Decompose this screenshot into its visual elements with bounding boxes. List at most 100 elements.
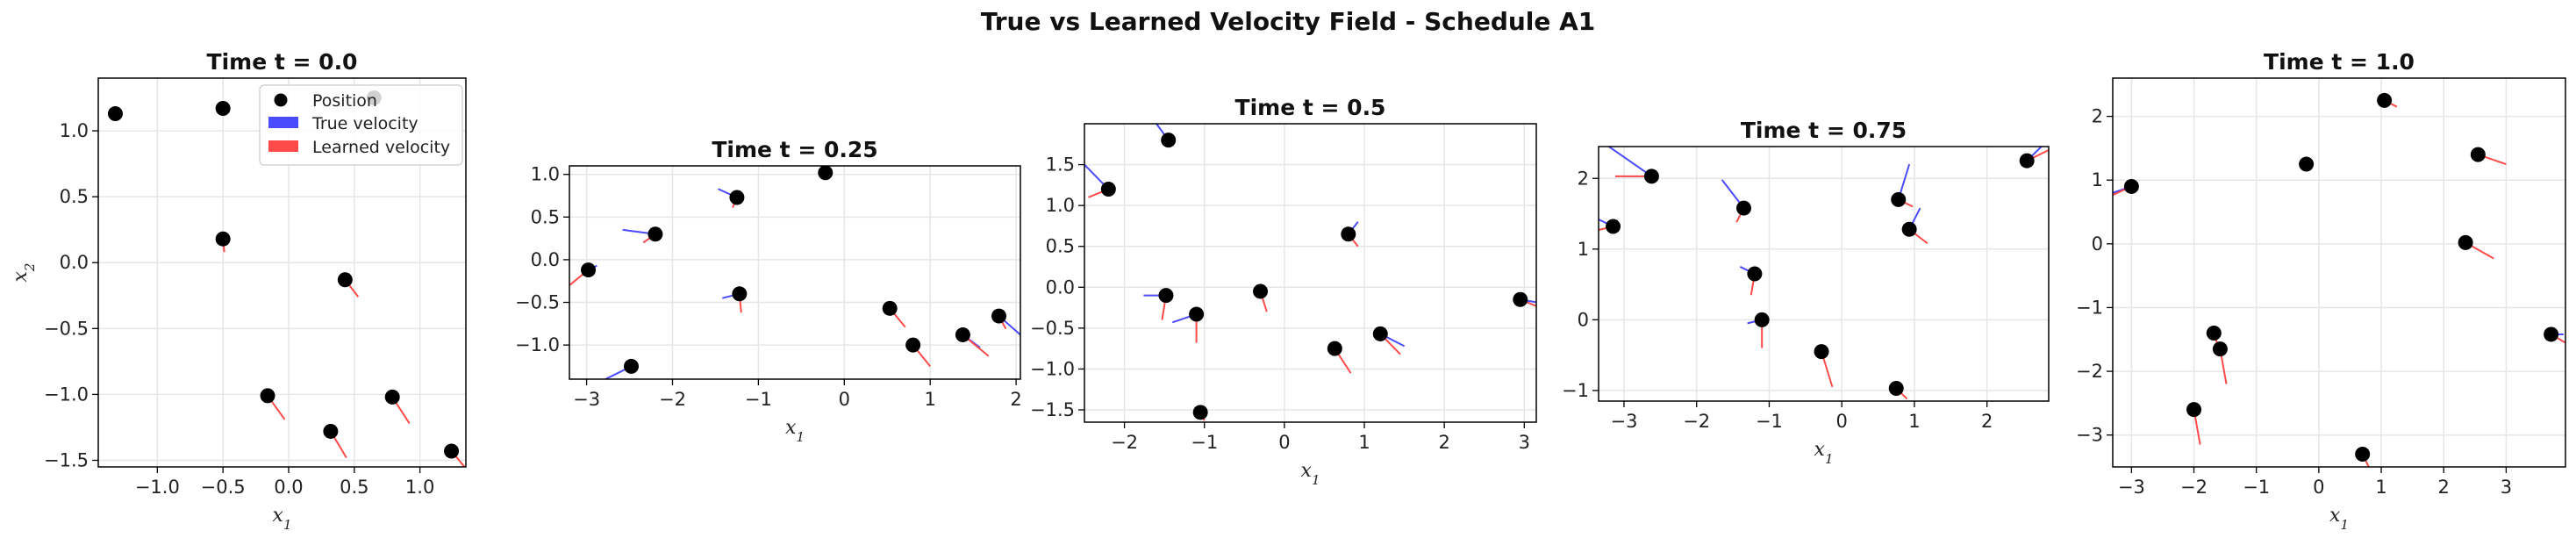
plot-frame	[1084, 123, 1537, 423]
position-point	[1888, 381, 1904, 396]
x-tick-label: −3	[573, 389, 600, 410]
panel-1: −1.0 −0.5 0.0 0.5 1.0 −1.5 −1.0 −0.5 0.0 0.5 1.0 Ti…	[10, 49, 467, 533]
position-point	[729, 190, 745, 205]
y-tick-label: 0.5	[531, 206, 560, 227]
position-point	[882, 300, 898, 316]
x-tick-label: 3	[1519, 432, 1530, 453]
plot-frame	[97, 77, 467, 468]
position-point	[1747, 266, 1763, 282]
y-tick-label: −2	[2076, 361, 2103, 382]
position-point	[1891, 191, 1907, 207]
position-point	[2377, 92, 2393, 108]
position-point	[1606, 219, 1621, 234]
position-point	[2206, 325, 2222, 341]
y-axis-label: x2	[10, 263, 38, 283]
position-point	[323, 423, 339, 439]
y-tick-label: −0.5	[515, 292, 560, 313]
position-point	[260, 388, 275, 404]
x-tick-label: −2	[2180, 477, 2207, 498]
x-tick-label: −1	[2243, 477, 2270, 498]
position-point	[1161, 133, 1177, 148]
y-tick-label: −1	[2076, 297, 2103, 318]
position-point	[2458, 234, 2473, 250]
panel-5: −3 −2 −1 0 1 2 3 −3 −2 −1 0 1 2 Time t = 1.0 x1	[2076, 49, 2566, 533]
position-point	[107, 106, 123, 122]
data-layer	[1084, 124, 1536, 421]
x-axis-label: x1	[785, 417, 805, 445]
y-tick-label: −1.5	[44, 449, 89, 470]
plot-frame	[569, 165, 1021, 380]
x-axis-label: x1	[1301, 460, 1320, 488]
y-tick-label: 0.0	[60, 252, 89, 273]
panel-title: Time t = 1.0	[2264, 49, 2415, 75]
x-tick-label: −3	[1610, 411, 1637, 432]
x-tick-label: 0	[1278, 432, 1290, 453]
panel-title: Time t = 0.25	[712, 137, 877, 162]
x-tick-label: −1.0	[135, 477, 180, 498]
position-point	[1100, 182, 1116, 197]
position-point	[1341, 226, 1356, 242]
position-point	[732, 286, 748, 302]
panel-title: Time t = 0.5	[1235, 95, 1386, 120]
panel-3: −2 −1 0 1 2 3 −1.5 −1.0 −0.5 0.0 0.5 1.0 1.5 Time t =…	[1030, 95, 1537, 488]
x-tick-label: −1	[1756, 411, 1783, 432]
position-point	[1372, 326, 1388, 341]
y-tick-label: 0.0	[1046, 276, 1075, 298]
x-tick-label: −1	[745, 389, 772, 410]
y-tick-label: −1.0	[515, 334, 560, 355]
y-tick-label: 1	[1578, 239, 1589, 260]
position-point	[2186, 402, 2202, 418]
x-axis-label: x1	[1814, 439, 1834, 467]
x-tick-label: 1	[2375, 477, 2386, 498]
y-tick-label: −1	[1562, 380, 1589, 401]
position-point	[818, 166, 834, 181]
y-tick-label: 0	[2092, 233, 2103, 255]
y-tick-label: −1.0	[44, 384, 89, 405]
position-point	[1901, 221, 1917, 237]
panel-title: Time t = 0.0	[207, 49, 358, 75]
position-point	[384, 389, 400, 405]
x-tick-label: 0	[839, 389, 850, 410]
y-tick-label: −3	[2076, 425, 2103, 446]
position-point	[1513, 291, 1528, 307]
y-tick-label: 1.0	[1046, 195, 1075, 216]
position-point	[955, 326, 970, 342]
x-tick-label: −2	[1683, 411, 1710, 432]
position-point	[1643, 169, 1659, 184]
position-point	[215, 231, 231, 247]
position-point	[1189, 306, 1205, 322]
y-tick-label: 0	[1578, 309, 1589, 330]
legend-true-velocity-swatch	[268, 117, 298, 128]
x-tick-label: −1	[1191, 432, 1218, 453]
panel-4: −3 −2 −1 0 1 2 −1 0 1 2 Time t = 0.75 x1	[1562, 118, 2050, 467]
legend-label-true-velocity: True velocity	[311, 114, 419, 133]
y-tick-label: 0.5	[1046, 236, 1075, 257]
plot-frame	[1598, 146, 2050, 402]
position-point	[1327, 341, 1342, 356]
x-tick-label: 1	[925, 389, 936, 410]
x-tick-label: 1	[1908, 411, 1920, 432]
x-tick-label: −3	[2118, 477, 2145, 498]
x-tick-label: 2	[2438, 477, 2450, 498]
position-point	[1814, 344, 1829, 360]
position-point	[337, 272, 353, 288]
plot-frame	[2112, 77, 2566, 468]
x-tick-label: −2	[659, 389, 686, 410]
legend-position-marker	[274, 93, 288, 107]
x-axis-label: x1	[273, 505, 292, 533]
y-tick-label: 2	[1578, 168, 1589, 189]
x-tick-label: 0.0	[274, 477, 303, 498]
x-tick-label: 2	[1010, 389, 1021, 410]
position-point	[1253, 283, 1269, 299]
legend-label-position: Position	[312, 91, 377, 111]
position-point	[623, 358, 639, 374]
y-tick-label: 1.0	[60, 120, 89, 141]
y-tick-label: 0.0	[531, 249, 560, 270]
x-tick-label: −2	[1111, 432, 1138, 453]
position-point	[2019, 153, 2035, 169]
legend-box	[259, 84, 463, 166]
data-layer	[2113, 92, 2565, 467]
panel-2: −3 −2 −1 0 1 2 −1.0 −0.5 0.0 0.5 1.0 Time t = 0.25 x…	[515, 137, 1022, 445]
position-point	[1754, 312, 1770, 327]
